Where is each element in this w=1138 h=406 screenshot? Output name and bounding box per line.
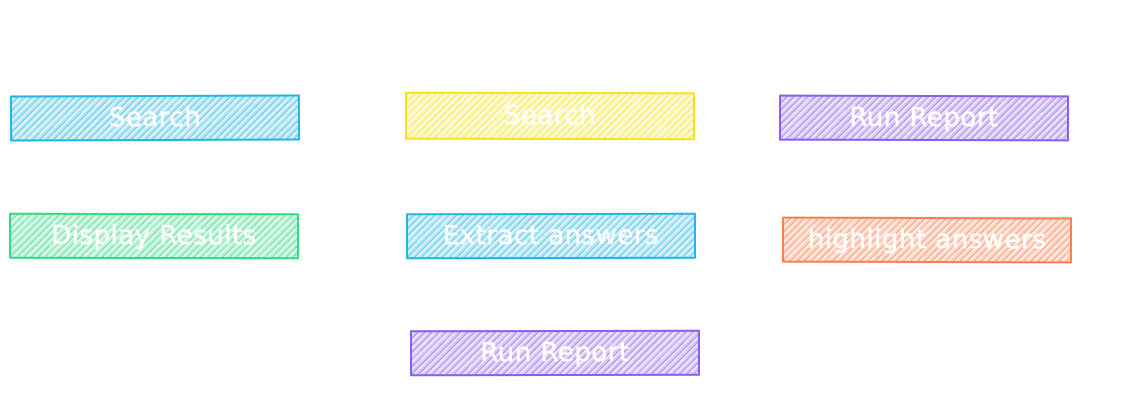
highlight-answers-node-label: highlight answers <box>807 224 1047 256</box>
extract-answers-node-label: Extract answers <box>442 220 660 252</box>
run-report-node-top[interactable]: Run Report <box>778 94 1070 142</box>
run-report-node-top-label: Run Report <box>849 102 999 134</box>
search-node[interactable]: Search <box>9 94 301 142</box>
extract-answers-node[interactable]: Extract answers <box>405 212 697 260</box>
run-report-node-bottom-label: Run Report <box>480 337 630 369</box>
display-results-node-label: Display Results <box>51 220 257 252</box>
search-node-label: Search <box>108 102 202 134</box>
search-node-yellow-label: Search <box>503 100 597 132</box>
highlight-answers-node[interactable]: highlight answers <box>781 216 1073 264</box>
run-report-node-bottom[interactable]: Run Report <box>409 329 701 377</box>
display-results-node[interactable]: Display Results <box>8 212 300 260</box>
search-node-yellow[interactable]: Search <box>404 91 696 141</box>
